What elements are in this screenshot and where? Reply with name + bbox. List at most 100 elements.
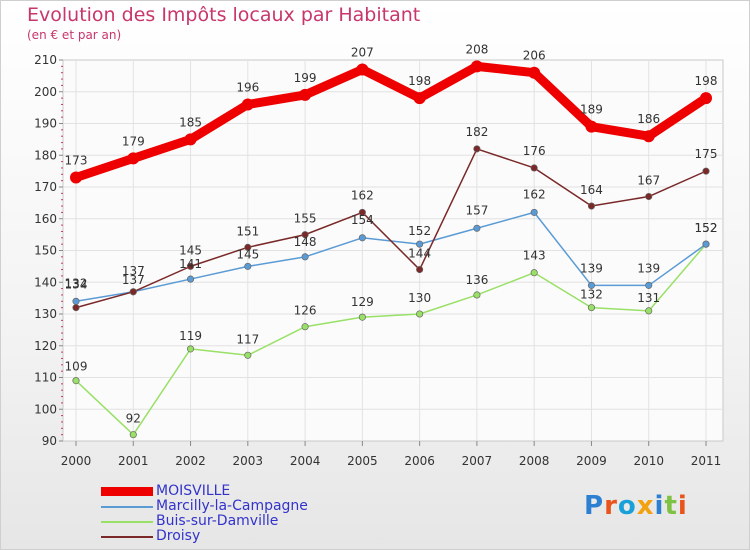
label-s3-2009: 164 bbox=[580, 183, 603, 197]
label-s3-2011: 175 bbox=[695, 147, 718, 161]
x-tick-label-2010: 2010 bbox=[633, 454, 664, 468]
point-s3-2000 bbox=[72, 304, 80, 312]
legend-label-droisy: Droisy bbox=[156, 528, 201, 544]
label-s2-2004: 126 bbox=[294, 304, 317, 318]
label-s2-2001: 92 bbox=[126, 412, 141, 426]
point-s1-2007 bbox=[473, 224, 481, 232]
x-tick-label-2008: 2008 bbox=[519, 454, 550, 468]
y-tick-label-200: 200 bbox=[34, 85, 57, 99]
point-s3-2007 bbox=[473, 145, 481, 153]
point-s2-2007 bbox=[473, 291, 481, 299]
label-s2-2010: 131 bbox=[637, 291, 660, 305]
y-tick-label-140: 140 bbox=[34, 275, 57, 289]
point-s3-2001 bbox=[129, 288, 137, 296]
label-s3-2004: 155 bbox=[294, 212, 317, 226]
label-s0-2006: 198 bbox=[408, 74, 431, 88]
point-s2-2006 bbox=[416, 310, 424, 318]
brand-letter: o bbox=[617, 491, 637, 521]
label-s3-2005: 162 bbox=[351, 188, 374, 202]
point-s3-2010 bbox=[645, 192, 653, 201]
point-s2-2008 bbox=[530, 269, 538, 277]
label-s2-2009: 132 bbox=[580, 288, 603, 302]
label-s3-2006: 144 bbox=[408, 247, 431, 261]
label-s3-2003: 151 bbox=[236, 224, 259, 238]
label-s0-2001: 179 bbox=[122, 134, 145, 148]
point-s2-2010 bbox=[645, 307, 653, 315]
label-s3-2001: 137 bbox=[122, 264, 145, 278]
y-tick-label-190: 190 bbox=[34, 117, 57, 131]
label-s2-2002: 119 bbox=[179, 329, 202, 343]
point-s1-2008 bbox=[530, 208, 538, 216]
chart-subtitle: (en € et par an) bbox=[27, 28, 122, 42]
label-s1-2004: 148 bbox=[294, 235, 317, 249]
point-s0-2011 bbox=[700, 92, 712, 105]
brand-logo: Proxiti bbox=[584, 491, 688, 521]
label-s0-2010: 186 bbox=[637, 112, 660, 126]
label-s1-2000: 134 bbox=[65, 277, 88, 291]
point-s1-2010 bbox=[645, 281, 653, 289]
point-s1-2002 bbox=[186, 275, 195, 283]
legend-swatch-droisy bbox=[101, 536, 153, 538]
label-s2-2006: 130 bbox=[408, 291, 431, 305]
y-tick-label-170: 170 bbox=[34, 180, 57, 194]
data-series bbox=[70, 60, 712, 439]
legend-label-marcilly: Marcilly-la-Campagne bbox=[156, 498, 308, 514]
point-s1-2003 bbox=[244, 262, 252, 270]
label-s1-2006: 152 bbox=[408, 224, 431, 238]
x-tick-label-2011: 2011 bbox=[691, 454, 722, 468]
x-tick-label-2000: 2000 bbox=[61, 454, 92, 468]
point-s3-2008 bbox=[530, 164, 538, 172]
point-s1-2004 bbox=[301, 253, 309, 261]
legend-swatch-marcilly bbox=[101, 506, 153, 508]
point-s3-2003 bbox=[244, 243, 252, 251]
label-s0-2008: 206 bbox=[523, 49, 546, 63]
brand-letter: P bbox=[584, 491, 605, 521]
y-tick-label-110: 110 bbox=[34, 371, 57, 385]
point-s1-2009 bbox=[587, 281, 596, 289]
point-s3-2006 bbox=[416, 265, 424, 274]
point-s1-2006 bbox=[416, 240, 424, 248]
label-s0-2011: 198 bbox=[695, 74, 718, 88]
x-tick-label-2009: 2009 bbox=[576, 454, 607, 468]
label-s1-2001: 137 bbox=[122, 273, 145, 287]
legend-swatch-moisville bbox=[101, 487, 153, 496]
point-s0-2009 bbox=[585, 120, 598, 133]
x-tick-label-2004: 2004 bbox=[290, 454, 321, 468]
label-s1-2002: 141 bbox=[179, 257, 202, 271]
label-s2-2000: 109 bbox=[65, 360, 88, 374]
point-s2-2009 bbox=[587, 304, 596, 312]
label-s3-2010: 167 bbox=[637, 174, 660, 188]
label-s2-2008: 143 bbox=[523, 249, 546, 263]
label-s3-2007: 182 bbox=[465, 125, 488, 139]
y-tick-label-130: 130 bbox=[34, 307, 57, 321]
y-tick-label-120: 120 bbox=[34, 339, 57, 353]
label-s3-2000: 132 bbox=[65, 277, 88, 291]
point-s0-2002 bbox=[184, 133, 197, 146]
x-tick-label-2003: 2003 bbox=[233, 454, 264, 468]
point-s0-2003 bbox=[241, 98, 254, 111]
y-tick-label-100: 100 bbox=[34, 402, 57, 416]
y-tick-label-150: 150 bbox=[34, 244, 57, 258]
point-s0-2006 bbox=[413, 92, 426, 105]
label-s1-2010: 139 bbox=[637, 261, 660, 275]
point-s3-2005 bbox=[358, 208, 366, 216]
point-s2-2002 bbox=[186, 345, 195, 353]
label-s3-2002: 145 bbox=[179, 243, 202, 257]
point-s0-2010 bbox=[642, 130, 655, 143]
legend-label-moisville: MOISVILLE bbox=[156, 483, 231, 499]
x-tick-label-2007: 2007 bbox=[462, 454, 493, 468]
label-s0-2002: 185 bbox=[179, 115, 202, 129]
series-line-2 bbox=[75, 243, 707, 436]
series-line-3 bbox=[75, 148, 707, 309]
label-s2-2005: 129 bbox=[351, 295, 374, 309]
point-s0-2004 bbox=[299, 88, 312, 101]
label-s2-2003: 117 bbox=[236, 332, 259, 346]
label-s1-2007: 157 bbox=[465, 203, 488, 217]
series-line-0 bbox=[71, 61, 711, 182]
label-s0-2004: 199 bbox=[294, 71, 317, 85]
label-s2-2007: 136 bbox=[465, 273, 488, 287]
point-s1-2000 bbox=[72, 297, 80, 305]
label-s1-2011: 152 bbox=[695, 221, 718, 235]
